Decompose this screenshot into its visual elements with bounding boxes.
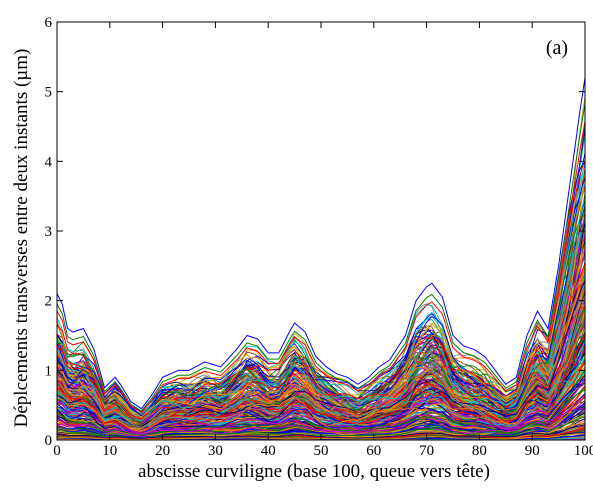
y-tick-label: 4: [45, 154, 53, 170]
x-axis-title: abscisse curviligne (base 100, queue ver…: [138, 461, 490, 482]
x-tick-label: 0: [53, 443, 61, 459]
series-line: [57, 187, 585, 418]
x-tick-label: 40: [261, 443, 276, 459]
series-line: [57, 338, 585, 430]
y-tick-label: 5: [45, 85, 53, 101]
x-tick-label: 70: [419, 443, 434, 459]
series-line-top: [57, 77, 585, 410]
series-line: [57, 295, 585, 428]
series-line: [57, 160, 585, 421]
y-tick-label: 1: [45, 363, 53, 379]
series-line: [57, 389, 585, 436]
series-line: [57, 161, 585, 416]
x-tick-label: 90: [525, 443, 540, 459]
y-tick-label: 0: [45, 433, 53, 449]
x-tick-label: 80: [472, 443, 487, 459]
x-axis: 0 10 20 30 40 50 60 70 80 90 100: [53, 22, 593, 459]
series-line: [57, 374, 585, 436]
x-tick-label: 60: [366, 443, 381, 459]
series-line: [57, 134, 585, 417]
series-line: [57, 326, 585, 432]
series-line-top: [57, 120, 585, 414]
series-line: [57, 402, 585, 438]
series-line-top: [57, 103, 585, 412]
x-tick-label: 20: [155, 443, 170, 459]
y-tick-label: 3: [45, 224, 53, 240]
series-line: [57, 196, 585, 422]
y-axis: 0 1 2 3 4 5 6: [45, 15, 585, 449]
y-tick-label: 6: [45, 15, 53, 31]
y-axis-title: Déplcements transverses entre deux insta…: [11, 49, 32, 428]
series-line: [57, 211, 585, 426]
x-tick-label: 100: [574, 443, 593, 459]
x-tick-label: 10: [102, 443, 117, 459]
x-tick-label: 50: [314, 443, 329, 459]
series-line: [57, 407, 585, 435]
series-line: [57, 347, 585, 433]
series-layer: [57, 77, 585, 440]
x-tick-label: 30: [208, 443, 223, 459]
series-line: [57, 128, 585, 413]
series-line: [57, 280, 585, 428]
y-tick-label: 2: [45, 294, 53, 310]
panel-annotation: (a): [546, 37, 568, 59]
series-line: [57, 377, 585, 434]
